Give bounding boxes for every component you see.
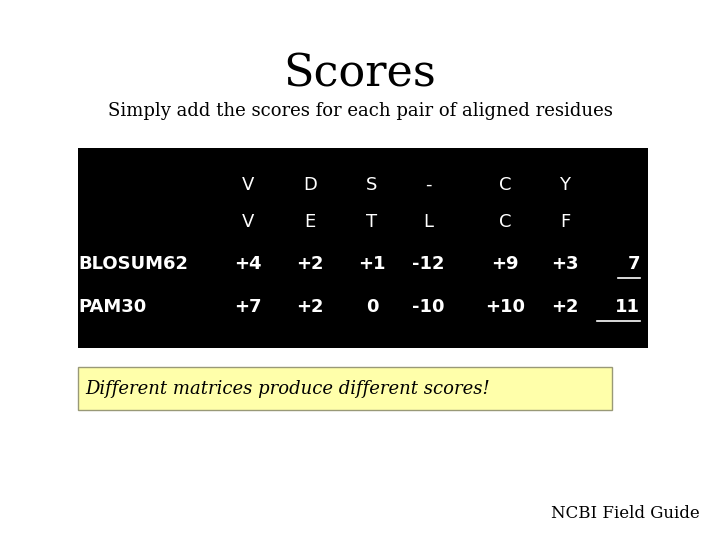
- Text: 11: 11: [615, 298, 640, 316]
- Text: +9: +9: [491, 255, 518, 273]
- Text: Y: Y: [559, 176, 570, 194]
- Text: -10: -10: [412, 298, 444, 316]
- Text: +3: +3: [552, 255, 579, 273]
- Text: C: C: [499, 213, 511, 231]
- Text: 0: 0: [366, 298, 378, 316]
- Bar: [78, 148, 648, 348]
- Text: C: C: [499, 176, 511, 194]
- Text: D: D: [303, 176, 317, 194]
- Text: -12: -12: [412, 255, 444, 273]
- Text: Simply add the scores for each pair of aligned residues: Simply add the scores for each pair of a…: [107, 102, 613, 120]
- Text: E: E: [305, 213, 315, 231]
- Text: -: -: [425, 176, 431, 194]
- Text: NCBI Field Guide: NCBI Field Guide: [552, 505, 700, 522]
- Text: L: L: [423, 213, 433, 231]
- Text: T: T: [366, 213, 377, 231]
- Text: V: V: [242, 213, 254, 231]
- Text: 7: 7: [628, 255, 640, 273]
- Text: +2: +2: [296, 255, 324, 273]
- Text: +4: +4: [234, 255, 262, 273]
- Text: +1: +1: [359, 255, 386, 273]
- Text: +10: +10: [485, 298, 525, 316]
- Text: Different matrices produce different scores!: Different matrices produce different sco…: [85, 380, 490, 397]
- Text: BLOSUM62: BLOSUM62: [78, 255, 188, 273]
- Text: V: V: [242, 176, 254, 194]
- Text: PAM30: PAM30: [78, 298, 146, 316]
- Text: +2: +2: [296, 298, 324, 316]
- Text: Scores: Scores: [284, 52, 436, 95]
- FancyBboxPatch shape: [78, 367, 612, 410]
- Text: +2: +2: [552, 298, 579, 316]
- Text: S: S: [366, 176, 378, 194]
- Text: F: F: [560, 213, 570, 231]
- Text: +7: +7: [234, 298, 262, 316]
